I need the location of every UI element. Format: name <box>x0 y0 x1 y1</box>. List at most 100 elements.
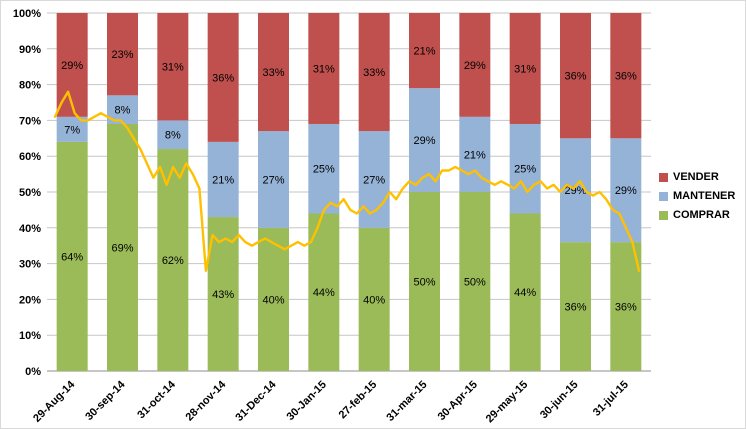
bar-segment-mantener <box>509 123 541 214</box>
x-axis-tick-label: 31-Dec-14 <box>233 378 279 424</box>
bar-value-label: 31% <box>162 62 184 74</box>
bar-segment-vender <box>610 13 642 139</box>
legend-item-mantener: MANTENER <box>659 190 735 202</box>
bar-segment-vender <box>157 13 189 121</box>
bar-segment-mantener <box>157 120 189 150</box>
y-axis-tick-label: 20% <box>19 294 41 306</box>
bar-value-label: 33% <box>363 67 385 79</box>
bar-value-label: 8% <box>115 105 131 117</box>
bar-value-label: 33% <box>262 67 284 79</box>
x-axis-tick-label: 29-may-15 <box>484 379 531 426</box>
bar-segment-comprar <box>157 149 189 371</box>
y-axis-tick-label: 0% <box>25 366 41 378</box>
comprar-swatch-icon <box>659 210 668 220</box>
bar-segment-mantener <box>207 141 239 218</box>
bar-value-label: 27% <box>262 174 284 186</box>
bar-value-label: 23% <box>111 49 133 61</box>
bar-value-label: 36% <box>615 302 637 314</box>
bar-value-label: 29% <box>564 185 586 197</box>
vender-swatch-icon <box>659 172 668 182</box>
bar-segment-vender <box>56 13 88 117</box>
mantener-swatch-icon <box>659 191 668 201</box>
y-axis-tick-label: 30% <box>19 259 41 271</box>
bar-value-label: 50% <box>413 277 435 289</box>
bar-segment-vender <box>509 13 541 124</box>
bar-value-label: 29% <box>464 60 486 72</box>
bar-value-label: 8% <box>165 130 181 142</box>
bar-segment-comprar <box>207 217 239 371</box>
bar-value-label: 31% <box>313 63 335 75</box>
x-axis-tick-label: 31-jul-15 <box>591 379 631 419</box>
legend-label-vender: VENDER <box>673 171 719 183</box>
legend-item-vender: VENDER <box>659 171 735 183</box>
legend: VENDER MANTENER COMPRAR <box>659 171 735 221</box>
bar-value-label: 25% <box>514 164 536 176</box>
x-axis-tick-label: 27-feb-15 <box>337 379 380 422</box>
bar-segment-vender <box>107 13 138 96</box>
x-axis-tick-label: 30-Jan-15 <box>285 379 329 423</box>
bar-segment-comprar <box>459 192 491 371</box>
bar-value-label: 36% <box>615 71 637 83</box>
bar-value-label: 69% <box>111 242 133 254</box>
bar-value-label: 31% <box>514 63 536 75</box>
legend-label-mantener: MANTENER <box>673 190 736 202</box>
bar-value-label: 36% <box>212 72 234 84</box>
y-axis-tick-label: 100% <box>13 8 41 20</box>
bar-value-label: 21% <box>212 174 234 186</box>
legend-item-comprar: COMPRAR <box>659 209 735 221</box>
bar-value-label: 36% <box>564 71 586 83</box>
x-axis-tick-label: 28-nov-14 <box>183 378 228 423</box>
x-axis-tick-label: 30-Apr-15 <box>436 379 480 423</box>
y-axis-tick-label: 50% <box>19 187 41 199</box>
bar-value-label: 64% <box>61 251 83 263</box>
y-axis-tick-label: 90% <box>19 44 41 56</box>
bar-segment-vender <box>358 13 390 132</box>
bar-value-label: 21% <box>464 149 486 161</box>
bar-segment-comprar <box>258 227 289 371</box>
bar-segment-vender <box>459 13 491 117</box>
bar-segment-vender <box>560 13 591 139</box>
x-axis-tick-label: 29-Aug-14 <box>31 378 78 425</box>
bar-segment-comprar <box>358 227 390 371</box>
bar-value-label: 29% <box>615 185 637 197</box>
x-axis-tick-label: 30-sep-14 <box>83 378 128 423</box>
bar-segment-mantener <box>308 123 340 214</box>
bar-segment-vender <box>409 13 440 89</box>
price-line <box>53 90 641 272</box>
bar-value-label: 44% <box>514 287 536 299</box>
bar-segment-vender <box>308 13 340 124</box>
bar-value-label: 7% <box>64 124 80 136</box>
bar-segment-comprar <box>56 141 88 371</box>
bar-segment-mantener <box>409 88 440 192</box>
bar-segment-comprar <box>308 213 340 371</box>
bar-segment-vender <box>207 13 239 142</box>
bar-segment-comprar <box>509 213 541 371</box>
y-axis-tick-label: 70% <box>19 115 41 127</box>
x-axis-tick-label: 30-jun-15 <box>538 379 581 422</box>
y-axis-tick-label: 40% <box>19 223 41 235</box>
bar-value-label: 40% <box>363 294 385 306</box>
legend-label-comprar: COMPRAR <box>673 209 730 221</box>
bar-value-label: 40% <box>262 294 284 306</box>
x-axis-tick-label: 31-oct-14 <box>135 378 178 421</box>
y-axis-tick-label: 60% <box>19 151 41 163</box>
bar-value-label: 25% <box>313 164 335 176</box>
bar-value-label: 29% <box>413 135 435 147</box>
y-axis-tick-label: 80% <box>19 80 41 92</box>
bar-segment-mantener <box>258 131 289 228</box>
bar-segment-comprar <box>560 242 591 371</box>
bar-value-label: 50% <box>464 277 486 289</box>
bar-value-label: 36% <box>564 302 586 314</box>
bar-value-label: 27% <box>363 174 385 186</box>
bar-segment-vender <box>258 13 289 132</box>
bar-segment-comprar <box>409 192 440 371</box>
bar-segment-comprar <box>107 123 138 371</box>
bar-value-label: 62% <box>162 255 184 267</box>
x-axis-tick-label: 31-mar-15 <box>384 379 429 424</box>
bar-value-label: 21% <box>413 46 435 58</box>
bar-value-label: 29% <box>61 60 83 72</box>
y-axis-tick-label: 10% <box>19 330 41 342</box>
bar-value-label: 44% <box>313 287 335 299</box>
